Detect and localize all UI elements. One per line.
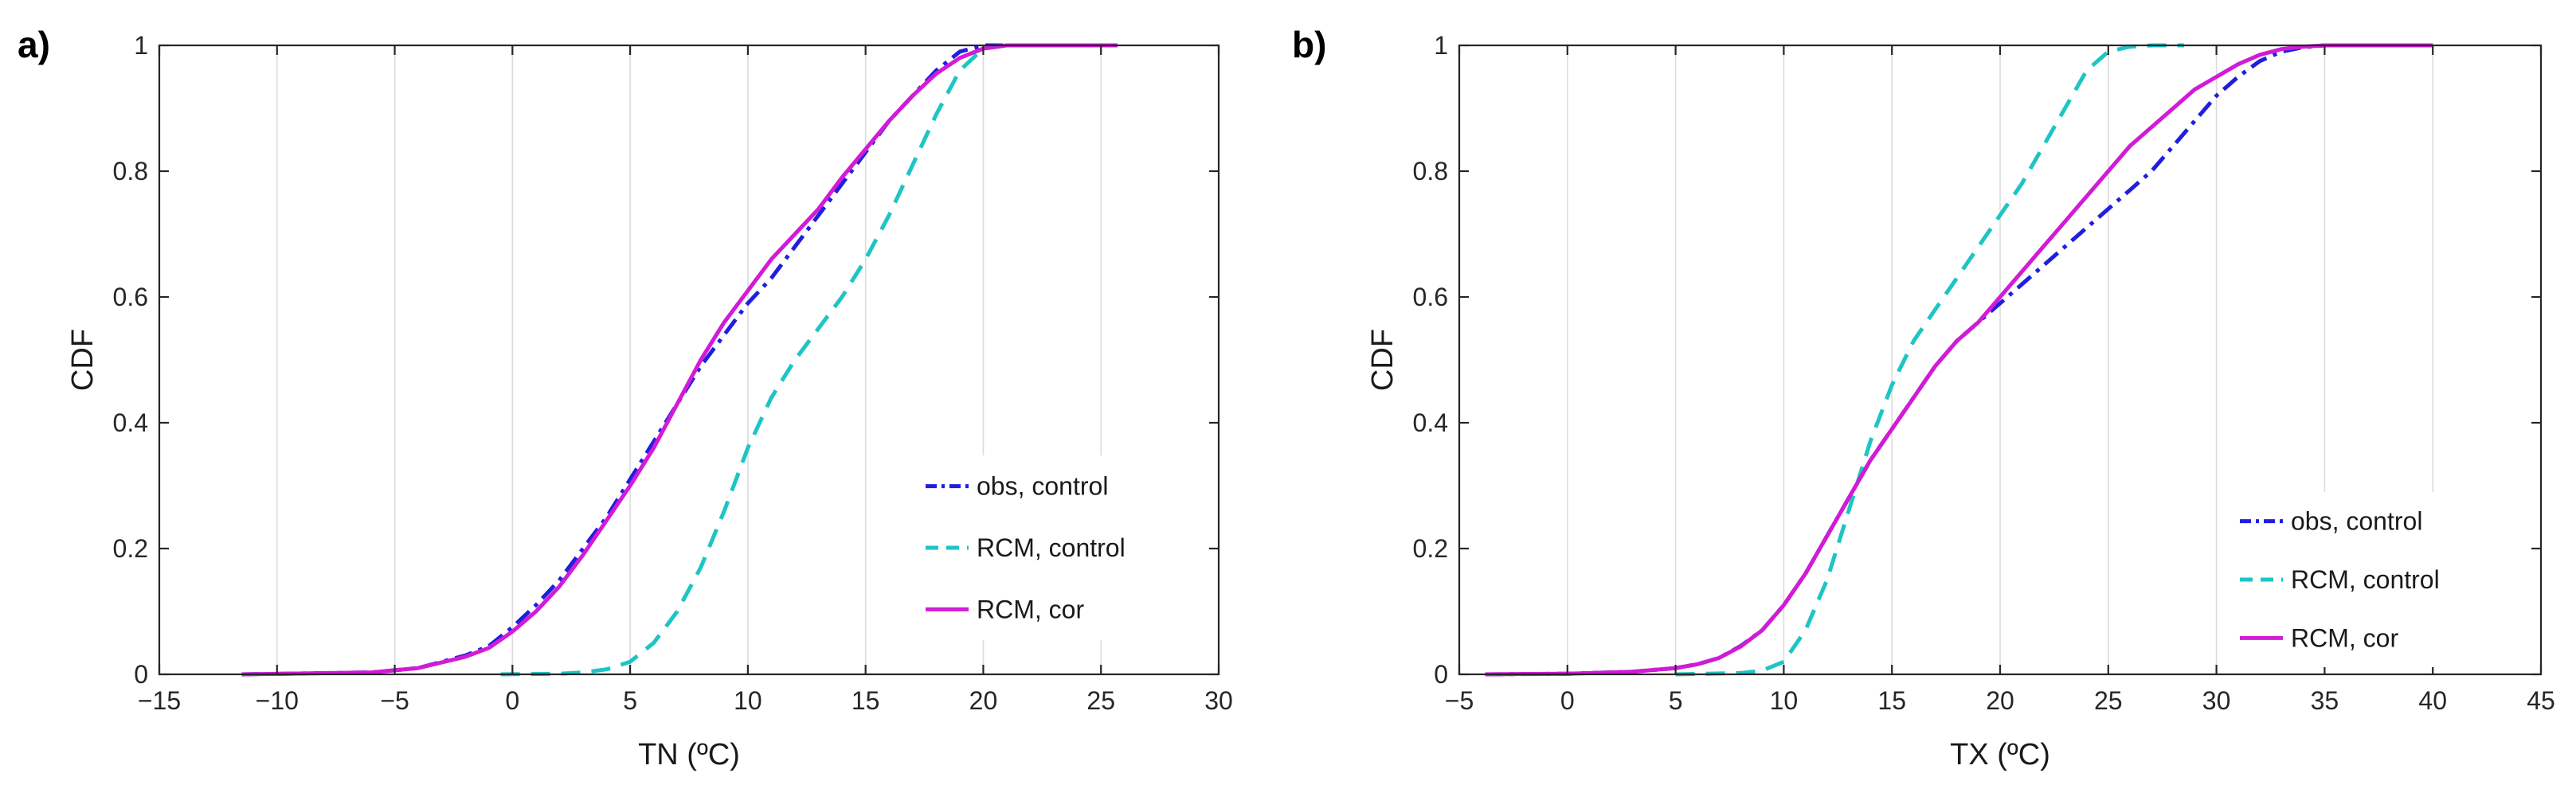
panel-b-x-tick-label: 45: [2527, 686, 2555, 715]
panel-b-x-tick-label: 30: [2202, 686, 2231, 715]
panel-a-y-tick-label: 0.4: [113, 408, 148, 437]
panel-a-x-tick-label: 0: [505, 686, 519, 715]
panel-b-x-tick-label: 15: [1877, 686, 1906, 715]
panel-b-y-tick-label: 0.6: [1413, 283, 1448, 311]
panel-b-x-tick-label: 25: [2094, 686, 2123, 715]
panel-a-series-group: [241, 43, 1118, 677]
panel-a-x-tick-label: 20: [969, 686, 998, 715]
panel-b-legend: obs, control RCM, control RCM, cor: [2230, 492, 2511, 667]
panel-b-legend-label: RCM, control: [2291, 565, 2440, 594]
panel-a-legend: obs, control RCM, control RCM, cor: [916, 455, 1195, 640]
panel-a-y-tick-label: 0.8: [113, 157, 148, 186]
panel-a-x-axis-label: TN (ºC): [638, 738, 740, 771]
panel-b-y-tick-label: 0.4: [1413, 408, 1448, 437]
panel-b-x-tick-label: −5: [1445, 686, 1474, 715]
panel-b-x-tick-label: 10: [1770, 686, 1799, 715]
panel-b-series-rcm-cor: [1485, 43, 2433, 677]
panel-b-series-rcm-control: [1675, 43, 2184, 677]
panel-b-series-group: [1485, 43, 2433, 677]
panel-b-x-axis-label: TX (ºC): [1950, 738, 2050, 771]
panel-b-letter: b): [1292, 24, 1326, 65]
panel-a-x-tick-label: 25: [1086, 686, 1115, 715]
panel-a-legend-label: RCM, cor: [977, 595, 1084, 623]
panel-b-y-tick-label: 0.2: [1413, 534, 1448, 563]
panel-b-y-tick-label: 0.8: [1413, 157, 1448, 186]
panel-a-legend-label: RCM, control: [977, 533, 1126, 562]
panel-b-x-tick-label: 0: [1560, 686, 1575, 715]
panel-a-y-tick-label: 0.6: [113, 283, 148, 311]
panel-a-series-rcm-control: [500, 43, 1008, 677]
panel-b-x-tick-label: 5: [1669, 686, 1683, 715]
panel-a-axes-frame: [158, 44, 1220, 676]
panel-a-series-obs-control: [241, 43, 1113, 677]
panel-a-y-tick-label: 0.2: [113, 534, 148, 563]
panel-b-y-tick-label: 0: [1434, 660, 1448, 689]
panel-b-legend-label: RCM, cor: [2291, 623, 2398, 652]
panel-b-y-tick-label: 1: [1434, 31, 1448, 60]
panel-a-x-tick-label: 15: [851, 686, 880, 715]
panel-b-y-axis-label: CDF: [1366, 329, 1400, 391]
panel-a-legend-label: obs, control: [977, 472, 1108, 501]
panel-a-y-tick-label: 0: [134, 660, 148, 689]
panel-a-chart: −15 −10 −5 0 5 10 15 20 25 30 0 0.2 0.4 0.6 0.8 1 TN (ºC…: [18, 24, 1233, 771]
panel-b-x-tick-label: 40: [2418, 686, 2447, 715]
panel-a-x-tick-label: −5: [380, 686, 409, 715]
panel-b-x-tick-label: 20: [1986, 686, 2014, 715]
panel-a-x-tick-label: −15: [138, 686, 181, 715]
panel-a-x-tick-label: 30: [1204, 686, 1233, 715]
panel-a-x-tick-label: 5: [623, 686, 637, 715]
panel-a-x-tick-label: −10: [256, 686, 299, 715]
panel-b-x-tick-label: 35: [2311, 686, 2339, 715]
panel-a-x-tick-label: 10: [734, 686, 762, 715]
panel-b-legend-label: obs, control: [2291, 507, 2422, 536]
panel-a-letter: a): [18, 24, 50, 65]
panel-a-y-tick-label: 1: [134, 31, 148, 60]
panel-a-y-axis-label: CDF: [66, 329, 100, 391]
panel-a-series-rcm-cor: [241, 43, 1118, 677]
